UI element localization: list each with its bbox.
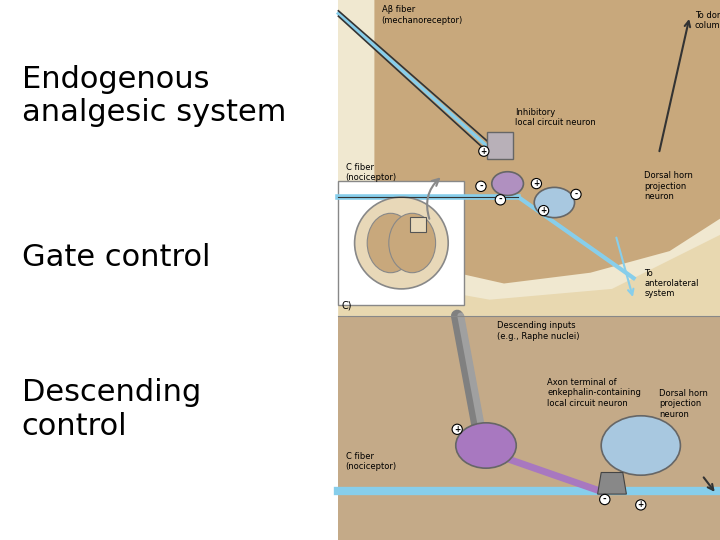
Text: +: + xyxy=(541,206,546,215)
Circle shape xyxy=(456,423,516,468)
Text: Dorsal horn
projection
neuron: Dorsal horn projection neuron xyxy=(659,389,708,419)
Text: Dorsal horn
projection
neuron: Dorsal horn projection neuron xyxy=(644,171,693,201)
Polygon shape xyxy=(338,0,720,316)
Text: +: + xyxy=(454,425,460,434)
Polygon shape xyxy=(338,316,720,540)
Text: Gate control: Gate control xyxy=(22,243,210,272)
Text: C fiber
(nociceptor): C fiber (nociceptor) xyxy=(346,163,397,183)
Text: +: + xyxy=(638,501,644,509)
Text: To
anterolateral
system: To anterolateral system xyxy=(644,268,699,299)
Text: C fiber
(nociceptor): C fiber (nociceptor) xyxy=(346,452,397,471)
Bar xyxy=(487,132,513,159)
Text: Inhibitory
local circuit neuron: Inhibitory local circuit neuron xyxy=(515,108,595,127)
Text: Axon terminal of
enkephalin-containing
local circuit neuron: Axon terminal of enkephalin-containing l… xyxy=(547,378,641,408)
Circle shape xyxy=(492,172,523,195)
Text: Descending
control: Descending control xyxy=(22,378,201,441)
Bar xyxy=(410,217,426,232)
Text: -: - xyxy=(498,195,503,204)
Text: Descending inputs
(e.g., Raphe nuclei): Descending inputs (e.g., Raphe nuclei) xyxy=(497,321,580,341)
Text: Endogenous
analgesic system: Endogenous analgesic system xyxy=(22,65,286,127)
Text: Aβ fiber
(mechanoreceptor): Aβ fiber (mechanoreceptor) xyxy=(382,5,463,25)
Polygon shape xyxy=(598,472,626,494)
Text: +: + xyxy=(534,179,539,188)
Polygon shape xyxy=(338,235,720,316)
Bar xyxy=(338,181,464,305)
Text: To dorsal
columns: To dorsal columns xyxy=(695,11,720,30)
Circle shape xyxy=(534,187,575,218)
Text: +: + xyxy=(481,147,487,156)
Circle shape xyxy=(601,416,680,475)
Polygon shape xyxy=(374,0,720,284)
Text: -: - xyxy=(479,182,483,191)
Ellipse shape xyxy=(367,213,414,273)
Ellipse shape xyxy=(389,213,436,273)
Text: -: - xyxy=(575,190,577,199)
Text: C): C) xyxy=(342,300,353,310)
Ellipse shape xyxy=(354,197,448,289)
Text: -: - xyxy=(603,495,607,504)
